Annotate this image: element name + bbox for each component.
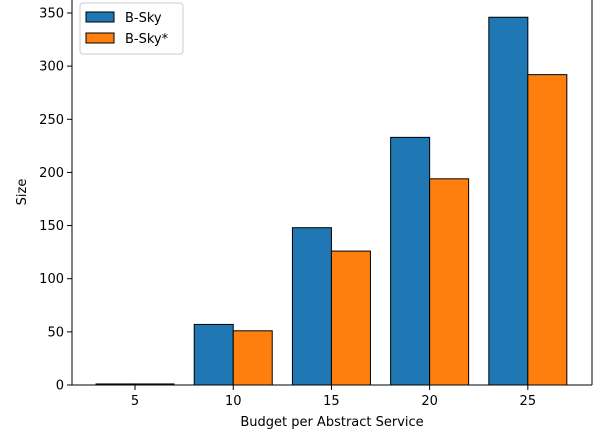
legend-label-b-sky-: B-Sky* — [125, 32, 169, 47]
x-tick-label-5: 5 — [131, 394, 139, 409]
y-tick-label-100: 100 — [39, 272, 64, 287]
legend-label-b-sky: B-Sky — [125, 11, 162, 26]
bar-b-sky--20 — [429, 178, 470, 386]
bar-b-sky-20 — [390, 136, 431, 386]
x-tick-label-15: 15 — [323, 394, 340, 409]
y-tick-label-250: 250 — [39, 113, 64, 128]
bar-b-sky--10 — [232, 330, 273, 386]
x-axis-label: Budget per Abstract Service — [240, 415, 423, 430]
y-tick-label-150: 150 — [39, 219, 64, 234]
y-tick-label-300: 300 — [39, 60, 64, 75]
y-axis-label: Size — [15, 179, 30, 206]
bar-b-sky--25 — [527, 74, 568, 386]
axes-layer — [71, 0, 593, 386]
y-tick-label-0: 0 — [56, 379, 64, 394]
bar-b-sky--15 — [330, 250, 371, 386]
bar-b-sky-25 — [488, 16, 529, 386]
bar-b-sky-10 — [193, 323, 234, 386]
x-tick-label-20: 20 — [421, 394, 438, 409]
x-tick-label-25: 25 — [520, 394, 537, 409]
ticks-layer: 0 50 100 150 200 250 300 350 5 10 15 20 25 — [39, 7, 536, 410]
legend: B-Sky B-Sky* — [79, 2, 184, 55]
x-tick-label-10: 10 — [225, 394, 242, 409]
y-tick-label-350: 350 — [39, 7, 64, 22]
bars-layer — [95, 16, 568, 386]
legend-swatch-b-sky — [85, 11, 115, 23]
y-tick-label-50: 50 — [47, 325, 64, 340]
legend-swatch-b-sky- — [85, 32, 115, 44]
bar-b-sky-15 — [291, 227, 332, 386]
y-tick-label-200: 200 — [39, 166, 64, 181]
